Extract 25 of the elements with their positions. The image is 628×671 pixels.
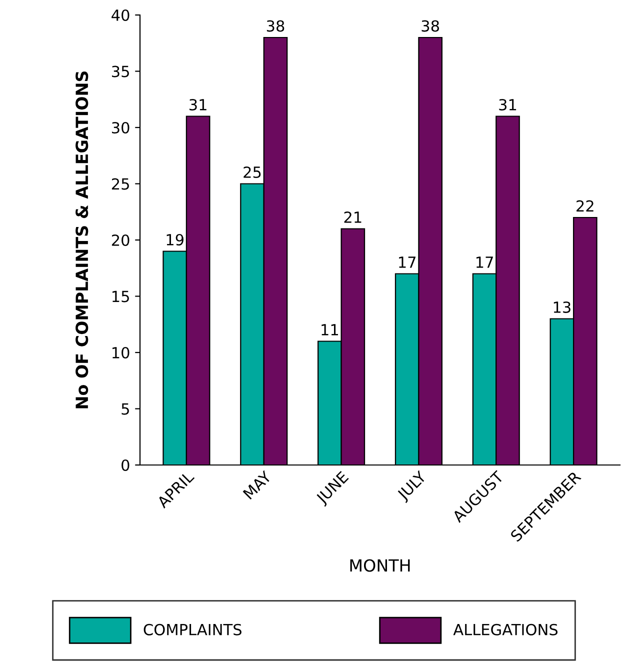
- y-tick-label: 40: [112, 9, 130, 22]
- y-tick-label: 10: [112, 346, 130, 359]
- y-tick-label: 0: [122, 459, 130, 472]
- y-tick-label: 5: [122, 403, 129, 415]
- y-tick-label: 20: [112, 234, 130, 246]
- data-label: 22: [576, 200, 594, 212]
- data-label: 17: [399, 256, 416, 268]
- data-label: 21: [344, 211, 362, 223]
- y-tick-label: 15: [112, 290, 129, 302]
- data-label: 31: [190, 98, 206, 111]
- legend-label: COMPLAINTS: [144, 624, 242, 636]
- y-axis-title: No OF COMPLAINTS & ALLEGATIONS: [76, 72, 88, 408]
- data-label: 11: [322, 324, 338, 336]
- legend-label: ALLEGATIONS: [453, 624, 558, 636]
- data-label: 25: [244, 166, 261, 178]
- data-label: 38: [422, 20, 439, 32]
- x-axis-title: MONTH: [350, 559, 410, 572]
- y-tick-label: 30: [112, 122, 130, 134]
- data-label: 31: [499, 98, 516, 111]
- y-tick-label: 25: [112, 178, 129, 190]
- data-label: 38: [266, 20, 284, 32]
- data-label: 17: [476, 256, 493, 268]
- data-label: 13: [554, 301, 570, 314]
- data-label: 19: [166, 234, 184, 246]
- y-tick-label: 35: [112, 66, 129, 78]
